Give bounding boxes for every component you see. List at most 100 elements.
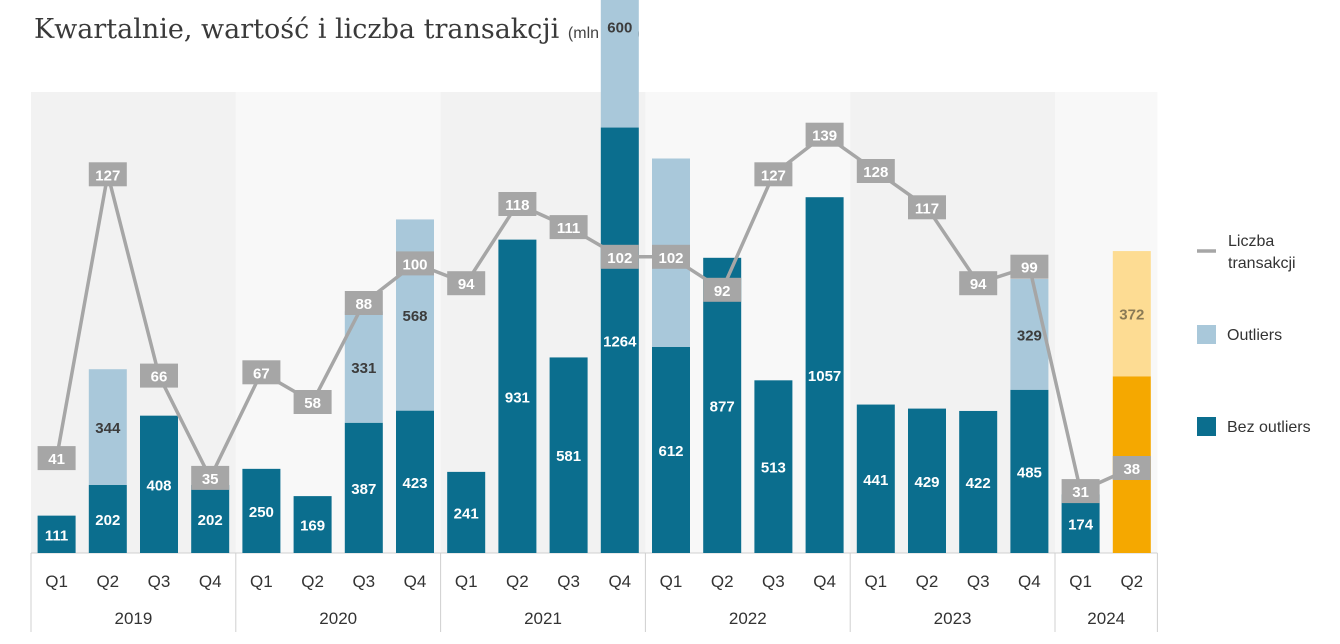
series-line-liczba-transakcji: [54, 132, 1133, 493]
line-point-label-box: [600, 244, 639, 269]
bar-label-bez-outliers: 202: [95, 512, 120, 529]
quarter-label: Q3: [762, 572, 785, 591]
quarter-label: Q2: [96, 572, 119, 591]
legend-swatch-outliers: [1197, 325, 1216, 344]
line-point-label-box: [37, 446, 76, 471]
bar-label-bez-outliers: 485: [1017, 464, 1042, 481]
bar-bez-outliers: [293, 496, 332, 553]
line-point-label-box: [652, 244, 690, 269]
line-point-label-box: [1061, 479, 1100, 504]
bar-label-bez-outliers: 250: [249, 504, 274, 521]
line-point-label-box: [549, 215, 588, 240]
bar-label-outliers: 600: [607, 20, 632, 37]
line-point-label-box: [908, 195, 946, 220]
line-point-label: 67: [253, 365, 270, 382]
year-label: 2024: [1087, 609, 1125, 628]
legend-label-bez-outliers: Bez outliers: [1227, 419, 1311, 436]
bar-bez-outliers: [754, 380, 793, 553]
year-label: 2021: [524, 609, 562, 628]
bar-label-bez-outliers: 441: [863, 472, 888, 489]
line-point-label-box: [344, 291, 383, 315]
bar-bez-outliers: [447, 471, 486, 553]
bar-label-bez-outliers: 581: [556, 448, 581, 465]
bar-bez-outliers: [908, 408, 946, 553]
bar-label-bez-outliers: 387: [351, 481, 376, 498]
bar-label-outliers: 372: [1119, 307, 1144, 324]
bar-label-outliers: 568: [402, 308, 427, 325]
line-point-label-box: [242, 360, 281, 385]
year-label: 2022: [729, 609, 767, 628]
bar-bez-outliers: [140, 415, 178, 553]
line-point-label-box: [396, 251, 434, 276]
line-point-label: 102: [658, 250, 683, 267]
bar-label-bez-outliers: 169: [300, 518, 325, 535]
bar-label-bez-outliers: 423: [402, 475, 427, 492]
legend-swatch-bez-outliers: [1197, 417, 1216, 436]
year-label: 2020: [319, 609, 357, 628]
bar-label-bez-outliers: 877: [710, 398, 735, 415]
quarter-label: Q4: [404, 572, 427, 591]
quarter-label: Q2: [916, 572, 939, 591]
line-point-label-box: [498, 192, 537, 216]
bar-label-bez-outliers: 612: [658, 443, 683, 460]
chart-title-text: Kwartalnie, wartość i liczba transakcji: [34, 14, 560, 45]
line-point-label: 35: [202, 471, 219, 488]
bar-label-bez-outliers: 241: [454, 505, 479, 522]
line-point-label-box: [447, 271, 486, 296]
line-point-label: 111: [557, 220, 580, 237]
quarter-label: Q1: [455, 572, 478, 591]
quarter-label: Q2: [1120, 572, 1143, 591]
quarter-label: Q2: [506, 572, 529, 591]
bar-bez-outliers: [498, 239, 537, 553]
line-point-label: 58: [304, 395, 321, 412]
bar-bez-outliers: [1010, 389, 1049, 553]
line-point-label: 139: [812, 128, 837, 145]
line-point-label: 88: [355, 296, 372, 313]
bar-bez-outliers: [242, 468, 281, 553]
line-point-label: 92: [714, 283, 731, 300]
quarter-label: Q4: [813, 572, 836, 591]
line-point-label: 94: [970, 276, 987, 293]
bar-label-outliers: 344: [95, 420, 121, 437]
bar-outliers: [88, 369, 127, 486]
line-point-label: 38: [1123, 461, 1140, 478]
line-point-label: 127: [95, 167, 120, 184]
bar-bez-outliers: [652, 347, 690, 553]
line-point-label-box: [805, 122, 844, 147]
line-point-label: 94: [458, 276, 475, 293]
bar-label-bez-outliers: 931: [505, 389, 530, 406]
bar-outliers: [600, 0, 639, 128]
quarter-label: Q3: [352, 572, 375, 591]
line-point-label: 102: [607, 250, 632, 267]
quarter-label: Q1: [1069, 572, 1092, 591]
line-point-label-box: [293, 390, 332, 414]
line-point-label-box: [856, 159, 895, 183]
quarter-label: Q4: [608, 572, 631, 591]
bar-outliers: [1010, 279, 1049, 390]
line-point-label: 118: [505, 197, 529, 214]
quarter-label: Q3: [967, 572, 990, 591]
line-point-label-box: [754, 162, 793, 187]
quarter-label: Q1: [660, 572, 683, 591]
quarter-label: Q2: [711, 572, 734, 591]
bar-label-bez-outliers: 202: [198, 512, 223, 529]
line-point-label: 99: [1021, 260, 1038, 277]
legend-label-outliers: Outliers: [1227, 327, 1282, 344]
bar-label-bez-outliers: 1057: [808, 368, 841, 385]
legend-label-liczba-transakcji: Liczba transakcji: [1228, 233, 1296, 272]
bar-label-bez-outliers: 408: [146, 477, 171, 494]
bar-label-outliers: 331: [351, 360, 376, 377]
quarter-label: Q3: [148, 572, 171, 591]
bar-label-bez-outliers: 174: [1068, 517, 1094, 534]
bar-label-bez-outliers: 513: [761, 460, 786, 477]
quarter-label: Q1: [864, 572, 887, 591]
year-label: 2023: [934, 609, 972, 628]
line-point-label: 41: [48, 451, 65, 468]
line-point-label: 31: [1072, 484, 1089, 501]
bar-bez-outliers: [703, 257, 742, 553]
bar-bez-outliers: [37, 515, 76, 553]
bar-bez-outliers: [88, 485, 127, 553]
line-point-label: 127: [761, 167, 786, 184]
line-point-label-box: [1010, 254, 1049, 279]
